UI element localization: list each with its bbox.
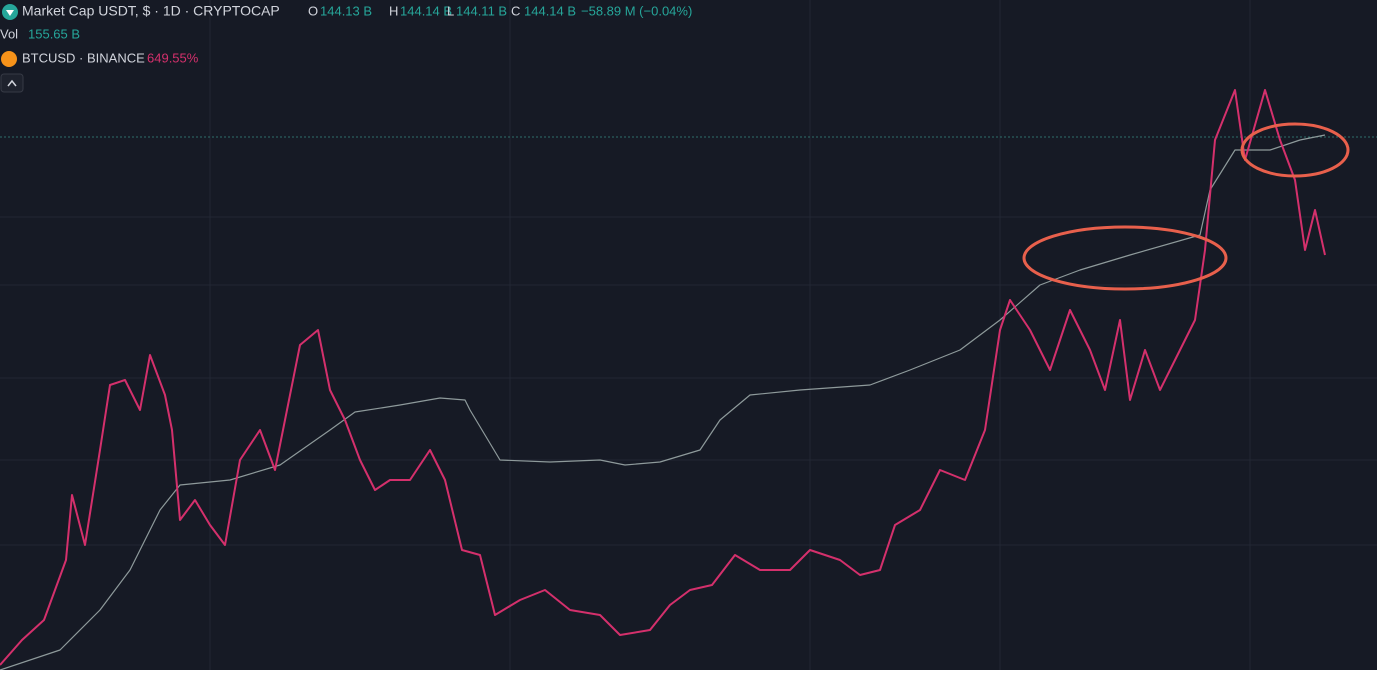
symbol-icon-glyph [6, 10, 14, 16]
collapse-button[interactable] [0, 73, 24, 93]
ohlc-label: O [308, 3, 318, 18]
ohlc-value: 144.14 B [400, 3, 452, 18]
highlight-ellipse [1240, 122, 1350, 178]
highlight-ellipse [1022, 225, 1228, 291]
series-line [0, 89, 1326, 666]
bottom-edge [0, 670, 1377, 677]
volume-value: 155.65 B [28, 26, 80, 41]
series-line [0, 134, 1326, 671]
collapse-icon [7, 79, 17, 87]
ohlc-value: 144.14 B [524, 3, 576, 18]
ohlc-value: 144.11 B [456, 3, 507, 18]
ohlc-label: H [389, 3, 398, 18]
ohlc-label: L [447, 3, 454, 18]
ohlc-label: C [511, 3, 520, 18]
compare-change: 649.55% [147, 50, 199, 65]
change-value: −58.89 M (−0.04%) [581, 3, 692, 18]
plot [0, 89, 1326, 671]
btc-icon [1, 51, 17, 67]
compare-symbol: BTCUSD · BINANCE [22, 50, 145, 65]
legend: Market Cap USDT, $ · 1D · CRYPTOCAP O 14… [0, 3, 692, 93]
volume-label: Vol [0, 26, 18, 41]
symbol-title: Market Cap USDT, $ · 1D · CRYPTOCAP [22, 3, 280, 19]
ohlc-value: 144.13 B [320, 3, 372, 18]
